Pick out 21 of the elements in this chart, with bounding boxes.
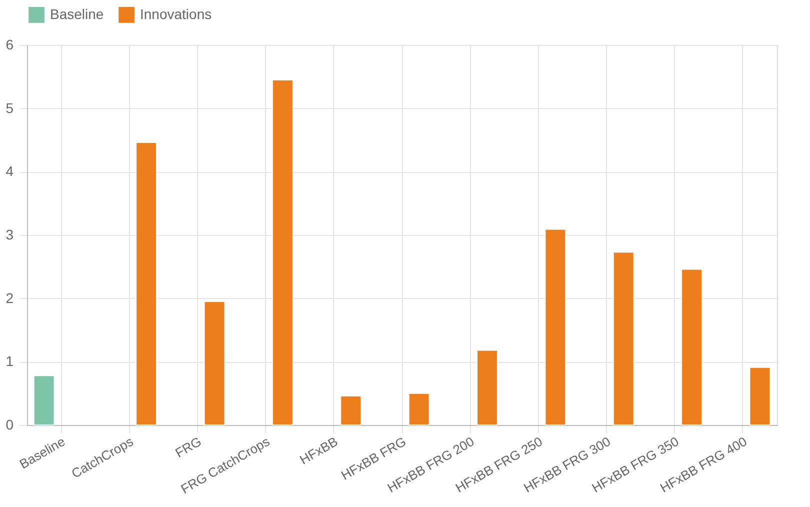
bar [476,350,498,426]
bar [612,252,634,426]
y-tick-label: 5 [6,100,14,116]
bar [33,375,55,426]
bar [681,268,702,426]
bar [544,228,566,426]
bar [749,366,771,426]
x-tick-label: FRG [172,434,204,460]
bar [204,301,226,426]
bar [136,142,158,426]
y-tick-label: 3 [6,226,14,242]
y-tick-label: 4 [6,163,14,180]
legend-label: Innovations [140,6,212,22]
legend-label: Baseline [50,6,104,22]
y-tick-label: 0 [6,416,14,432]
bar [272,79,294,426]
y-tick-label: 1 [6,353,14,370]
bar [340,395,362,426]
y-tick-label: 6 [6,36,14,52]
bar [408,392,430,426]
y-tick-label: 2 [6,290,14,306]
